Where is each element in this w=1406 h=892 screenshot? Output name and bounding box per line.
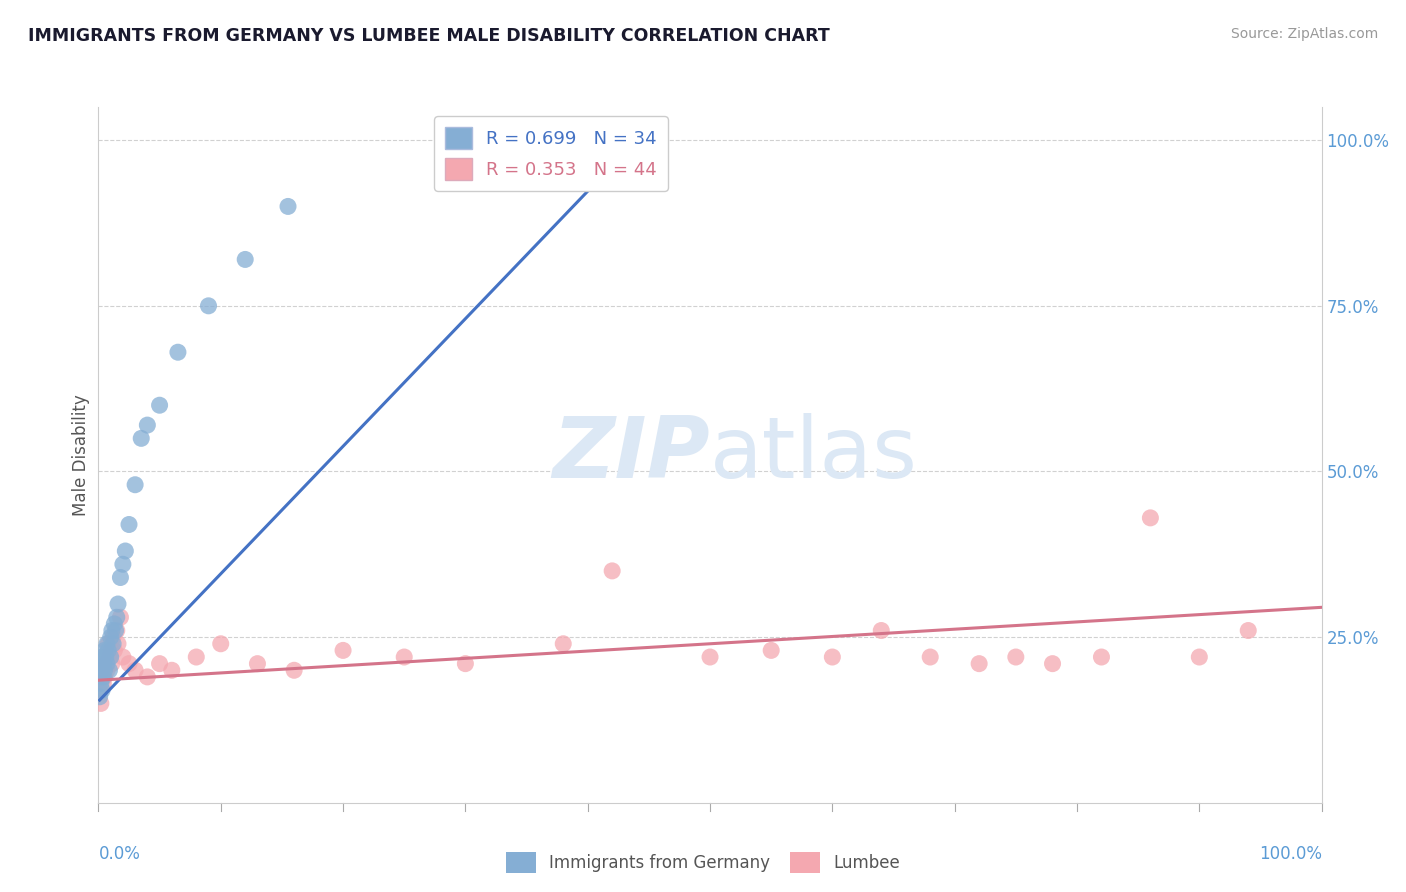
Point <box>118 657 141 671</box>
Point <box>392 650 416 665</box>
Point <box>91 663 114 677</box>
Point <box>246 657 269 671</box>
Text: 100.0%: 100.0% <box>1258 845 1322 863</box>
Point <box>967 657 990 671</box>
Point <box>91 650 114 665</box>
Point <box>93 663 115 677</box>
Text: Source: ZipAtlas.com: Source: ZipAtlas.com <box>1230 27 1378 41</box>
Point <box>553 637 575 651</box>
Point <box>105 610 128 624</box>
Point <box>283 663 305 677</box>
Point <box>1188 650 1211 665</box>
Point <box>93 643 115 657</box>
Point <box>90 697 112 711</box>
Point <box>98 663 121 677</box>
Point <box>101 630 124 644</box>
Point <box>1237 624 1260 638</box>
Point <box>97 643 120 657</box>
Point <box>821 650 844 665</box>
Point <box>101 637 124 651</box>
Point <box>761 643 783 657</box>
Point <box>209 637 232 651</box>
Point <box>91 683 114 698</box>
Point <box>107 637 129 651</box>
Point <box>96 663 118 677</box>
Point <box>1004 650 1026 665</box>
Point <box>98 650 121 665</box>
Point <box>93 670 115 684</box>
Point <box>124 663 146 677</box>
Point <box>149 398 172 412</box>
Point <box>89 690 111 704</box>
Point <box>111 650 134 665</box>
Point <box>129 431 152 445</box>
Point <box>124 477 146 491</box>
Point <box>103 643 125 657</box>
Point <box>91 676 114 690</box>
Point <box>110 570 132 584</box>
Point <box>91 650 114 665</box>
Point <box>91 670 114 684</box>
Point <box>96 637 118 651</box>
Point <box>186 650 208 665</box>
Point <box>90 676 112 690</box>
Point <box>103 616 125 631</box>
Point <box>94 657 117 671</box>
Text: atlas: atlas <box>710 413 918 497</box>
Point <box>118 517 141 532</box>
Point <box>870 624 893 638</box>
Point <box>233 252 256 267</box>
Text: IMMIGRANTS FROM GERMANY VS LUMBEE MALE DISABILITY CORRELATION CHART: IMMIGRANTS FROM GERMANY VS LUMBEE MALE D… <box>28 27 830 45</box>
Point <box>454 657 477 671</box>
Point <box>197 299 219 313</box>
Point <box>107 597 129 611</box>
Point <box>114 544 136 558</box>
Point <box>100 650 122 665</box>
Point <box>149 657 172 671</box>
Point <box>100 643 122 657</box>
Point <box>104 624 127 638</box>
Point <box>1139 511 1161 525</box>
Point <box>136 418 159 433</box>
Point <box>90 663 112 677</box>
Point <box>101 624 124 638</box>
Legend: R = 0.699   N = 34, R = 0.353   N = 44: R = 0.699 N = 34, R = 0.353 N = 44 <box>434 116 668 191</box>
Point <box>110 610 132 624</box>
Point <box>91 657 114 671</box>
Point <box>699 650 721 665</box>
Point <box>1090 650 1112 665</box>
Point <box>96 657 118 671</box>
Point <box>89 683 111 698</box>
Y-axis label: Male Disability: Male Disability <box>72 394 90 516</box>
Text: 0.0%: 0.0% <box>98 845 141 863</box>
Point <box>167 345 190 359</box>
Point <box>97 637 120 651</box>
Point <box>94 650 117 665</box>
Text: ZIP: ZIP <box>553 413 710 497</box>
Point <box>920 650 942 665</box>
Point <box>101 657 124 671</box>
Point <box>136 670 159 684</box>
Point <box>100 630 122 644</box>
Point <box>105 624 128 638</box>
Point <box>160 663 183 677</box>
Legend: Immigrants from Germany, Lumbee: Immigrants from Germany, Lumbee <box>499 846 907 880</box>
Point <box>332 643 354 657</box>
Point <box>600 564 623 578</box>
Point <box>1042 657 1064 671</box>
Point <box>111 558 134 572</box>
Point <box>277 199 299 213</box>
